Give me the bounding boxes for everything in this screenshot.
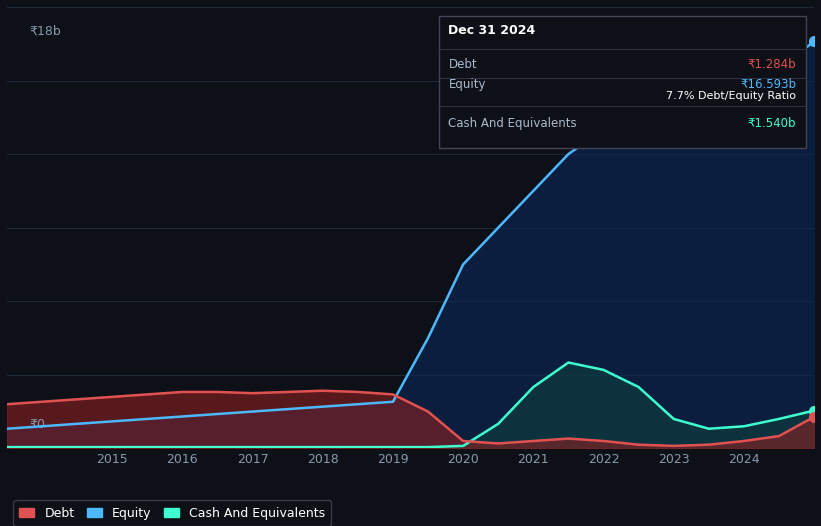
Text: Cash And Equivalents: Cash And Equivalents (448, 117, 577, 130)
Text: ₹1.284b: ₹1.284b (748, 58, 796, 71)
Text: 7.7% Debt/Equity Ratio: 7.7% Debt/Equity Ratio (667, 91, 796, 101)
FancyBboxPatch shape (438, 16, 806, 148)
Text: Equity: Equity (448, 78, 486, 90)
Text: ₹1.540b: ₹1.540b (748, 117, 796, 130)
Text: Debt: Debt (448, 58, 477, 71)
Text: ₹0: ₹0 (30, 418, 45, 431)
Legend: Debt, Equity, Cash And Equivalents: Debt, Equity, Cash And Equivalents (13, 500, 332, 526)
Text: ₹18b: ₹18b (30, 25, 62, 37)
Text: ₹16.593b: ₹16.593b (741, 78, 796, 90)
Text: Dec 31 2024: Dec 31 2024 (448, 24, 535, 37)
